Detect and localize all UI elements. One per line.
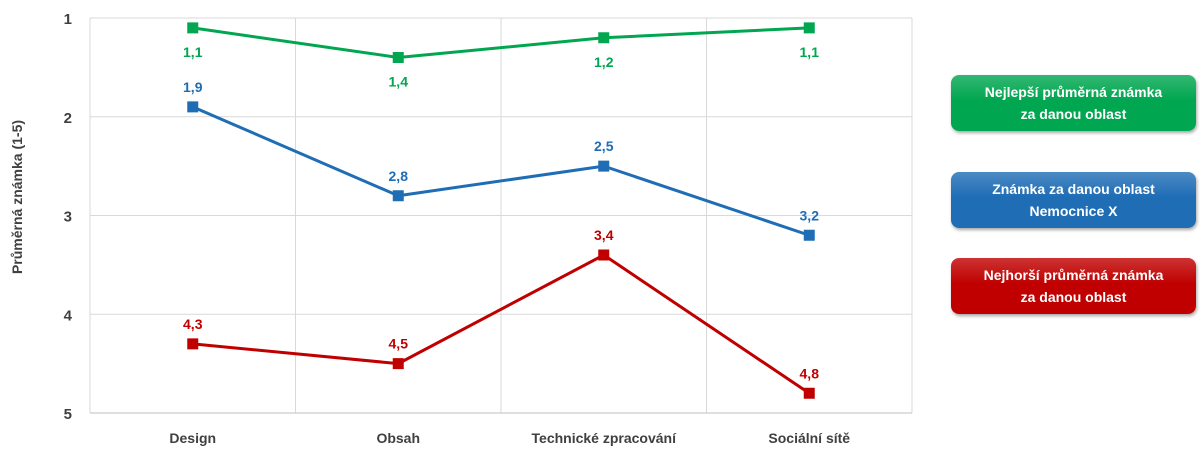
data-label: 1,9 (183, 79, 203, 95)
y-tick-label: 4 (64, 307, 73, 324)
legend-item-worst: Nejhorší průměrná známka za danou oblast (951, 258, 1196, 314)
y-tick-label: 3 (64, 209, 72, 226)
data-label: 4,3 (183, 316, 203, 332)
series-line (192, 253, 811, 395)
data-label: 1,1 (800, 44, 820, 60)
data-label: 1,4 (389, 74, 409, 90)
data-point-marker (392, 358, 404, 370)
x-category-label: Technické zpracování (532, 430, 678, 446)
x-axis-categories: Design Obsah Technické zpracování Sociální … (169, 430, 850, 446)
y-tick-label: 2 (64, 110, 72, 127)
data-point-marker (598, 249, 610, 261)
data-point-marker (803, 387, 815, 399)
series-line (192, 105, 810, 237)
data-point-marker (598, 32, 610, 44)
series-line-1: 1,9 2,8 2,5 3,2 (183, 79, 819, 241)
data-point-marker (187, 338, 199, 350)
data-point-marker (392, 52, 404, 63)
data-label: 3,4 (594, 227, 614, 243)
series-line-2: 4,3 4,5 3,4 4,8 (183, 227, 819, 399)
legend-item-hospital: Známka za danou oblast Nemocnice X (951, 172, 1196, 228)
data-point-marker (598, 160, 610, 172)
grid (89, 17, 913, 414)
y-axis-title: Průměrná známka (1-5) (9, 120, 25, 274)
y-tick-label: 5 (64, 406, 72, 423)
y-tick-label: 1 (64, 11, 72, 28)
series-line-0: 1,1 1,4 1,2 1,1 (183, 22, 820, 90)
series: 1,1 1,4 1,2 1,1 1,9 2,8 2,5 3,2 4,3 4,5 3,4 4,8 (183, 22, 820, 399)
data-label: 3,2 (800, 207, 820, 223)
data-point-marker (392, 190, 404, 202)
x-category-label: Design (169, 430, 216, 446)
legend-item-best: Nejlepší průměrná známka za danou oblast (951, 75, 1196, 131)
x-category-label: Sociální sítě (768, 430, 850, 446)
data-point-marker (187, 101, 199, 113)
data-label: 1,2 (594, 54, 614, 70)
data-point-marker (187, 22, 199, 34)
data-label: 2,8 (389, 168, 409, 184)
data-label: 1,1 (183, 44, 203, 60)
data-point-marker (803, 22, 815, 34)
data-label: 4,8 (800, 365, 820, 381)
data-label: 4,5 (389, 336, 409, 352)
x-category-label: Obsah (376, 430, 420, 446)
y-axis-ticks: 1 2 3 4 5 (64, 11, 73, 423)
data-label: 2,5 (594, 138, 614, 154)
data-point-marker (803, 229, 815, 241)
series-line (192, 26, 810, 59)
